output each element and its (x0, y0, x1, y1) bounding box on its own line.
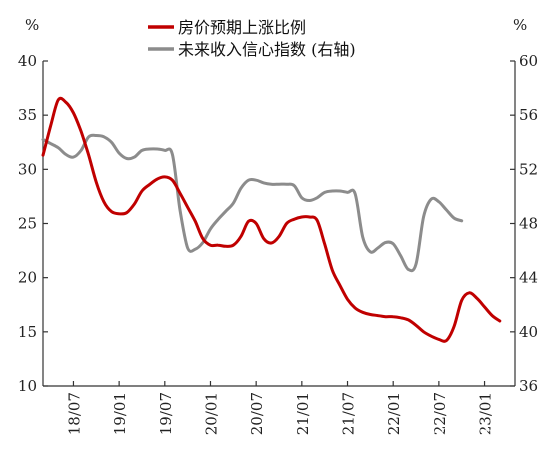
house-price-expectation-series-line (41, 96, 502, 343)
x-tick-label: 19/01 (111, 392, 129, 435)
legend-label: 未来收入信心指数 (右轴) (178, 40, 356, 59)
income-confidence-series-line (41, 133, 464, 273)
axes: 10 15 20 25 30 35 40 36 40 44 48 52 56 60% % 18/07 19/01… (18, 16, 538, 435)
right-tick-label: 52 (519, 160, 538, 178)
left-tick-label: 35 (18, 106, 37, 124)
x-tick-label: 21/01 (294, 392, 312, 435)
right-tick-label: 40 (519, 323, 538, 341)
series-group (41, 96, 502, 343)
x-tick-label: 18/07 (65, 392, 83, 435)
x-tick-label: 22/07 (431, 392, 449, 435)
legend-label: 房价预期上涨比例 (178, 18, 306, 37)
left-tick-label: 15 (18, 323, 37, 341)
left-tick-label: 25 (18, 215, 37, 233)
watermark-text: 知乎 @Jason不跪 (408, 424, 521, 441)
x-tick-label: 20/01 (202, 392, 220, 435)
x-tick-label: 19/07 (157, 392, 175, 435)
right-tick-label: 56 (519, 106, 538, 124)
x-tick-label: 21/07 (340, 392, 358, 435)
right-unit-label: % (513, 16, 527, 34)
right-tick-label: 48 (519, 215, 538, 233)
left-unit-label: % (25, 16, 39, 34)
x-tick-label: 20/07 (248, 392, 266, 435)
left-tick-label: 10 (18, 377, 37, 395)
right-tick-label: 44 (519, 269, 538, 287)
left-tick-label: 20 (18, 269, 37, 287)
x-tick-label: 23/01 (477, 392, 495, 435)
left-tick-label: 40 (18, 52, 37, 70)
right-tick-label: 60 (519, 52, 538, 70)
x-tick-label: 22/01 (385, 392, 403, 435)
left-tick-label: 30 (18, 160, 37, 178)
right-tick-label: 36 (519, 377, 538, 395)
